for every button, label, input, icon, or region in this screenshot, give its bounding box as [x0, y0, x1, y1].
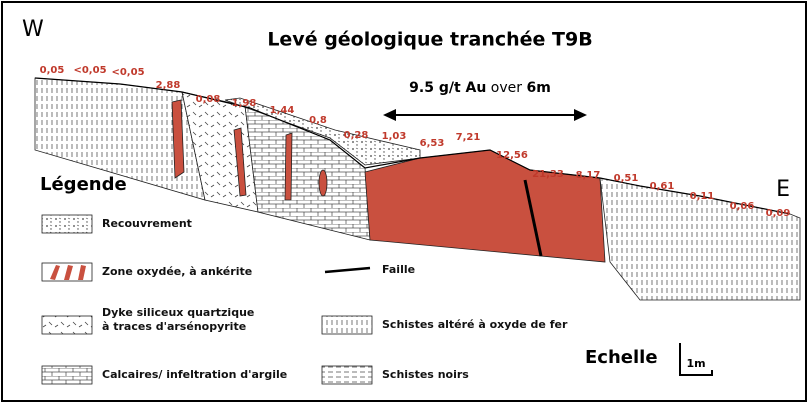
scale-unit: 1m	[686, 357, 705, 370]
fault	[523, 179, 543, 257]
grade: 9.5 g/t Au	[409, 80, 486, 96]
assay-value: 0,8	[309, 115, 327, 126]
legend-title: Légende	[40, 174, 127, 195]
east-label: E	[776, 177, 790, 202]
assay-value: 0,11	[690, 191, 715, 202]
legend-label: à traces d'arsénopyrite	[102, 320, 246, 333]
interval-arrow	[383, 109, 587, 121]
legend-label: Zone oxydée, à ankérite	[102, 265, 252, 278]
oxidized-vein	[233, 127, 247, 197]
oxidized-vein	[171, 99, 185, 179]
assay-value: 2,88	[156, 80, 181, 91]
assay-value: <0,05	[73, 65, 106, 76]
section	[34, 77, 801, 301]
length: 6m	[526, 80, 550, 96]
legend-label: Schistes noirs	[382, 368, 469, 381]
grade-annotation: 9.5 g/t Au over 6m	[409, 80, 551, 96]
legend-label: Calcaires/ infeltration d'argile	[102, 368, 287, 381]
connector: over	[491, 80, 522, 96]
assay-value: 0,28	[344, 130, 369, 141]
assay-value: 7,21	[456, 132, 481, 143]
oxidized-vein	[284, 132, 293, 201]
assay-value: 0,51	[614, 173, 639, 184]
scale-bar	[679, 343, 713, 376]
assay-value: 0,05	[40, 65, 65, 76]
legend-label: Schistes altéré à oxyde de fer	[382, 318, 568, 331]
assay-value: 12,56	[496, 150, 528, 161]
assay-value: 0,08	[196, 94, 221, 105]
scale-label: Echelle	[585, 347, 658, 368]
assay-value: 0,06	[730, 201, 755, 212]
legend-labels: Recouvrement Zone oxydée, à ankérite Dyke …	[102, 217, 568, 381]
legend-swatches	[41, 214, 373, 385]
legend-label: Faille	[382, 263, 415, 276]
assay-value: 0,61	[650, 181, 675, 192]
assay-value: 1,98	[232, 98, 257, 109]
surface	[34, 77, 791, 215]
legend-label: Recouvrement	[102, 217, 192, 230]
assay-value: 6,53	[420, 138, 445, 149]
assay-value: 1,44	[270, 105, 295, 116]
assay-value: 21,33	[532, 169, 564, 180]
assay-value: 1,03	[382, 131, 407, 142]
overburden	[224, 97, 421, 166]
assay-value: 8,17	[576, 170, 601, 181]
assay-value: <0,05	[111, 67, 144, 78]
legend-label: Dyke siliceux quartzique	[102, 306, 254, 319]
assay-value: 0,09	[766, 208, 791, 219]
assay-labels: 0,05 <0,05 <0,05 2,88 0,08 1,98 1,44 0,8 0,28 1,0…	[40, 65, 791, 219]
oxidized-vein	[318, 169, 328, 197]
west-label: W	[22, 17, 44, 42]
title: Levé géologique tranchée T9B	[267, 29, 592, 51]
